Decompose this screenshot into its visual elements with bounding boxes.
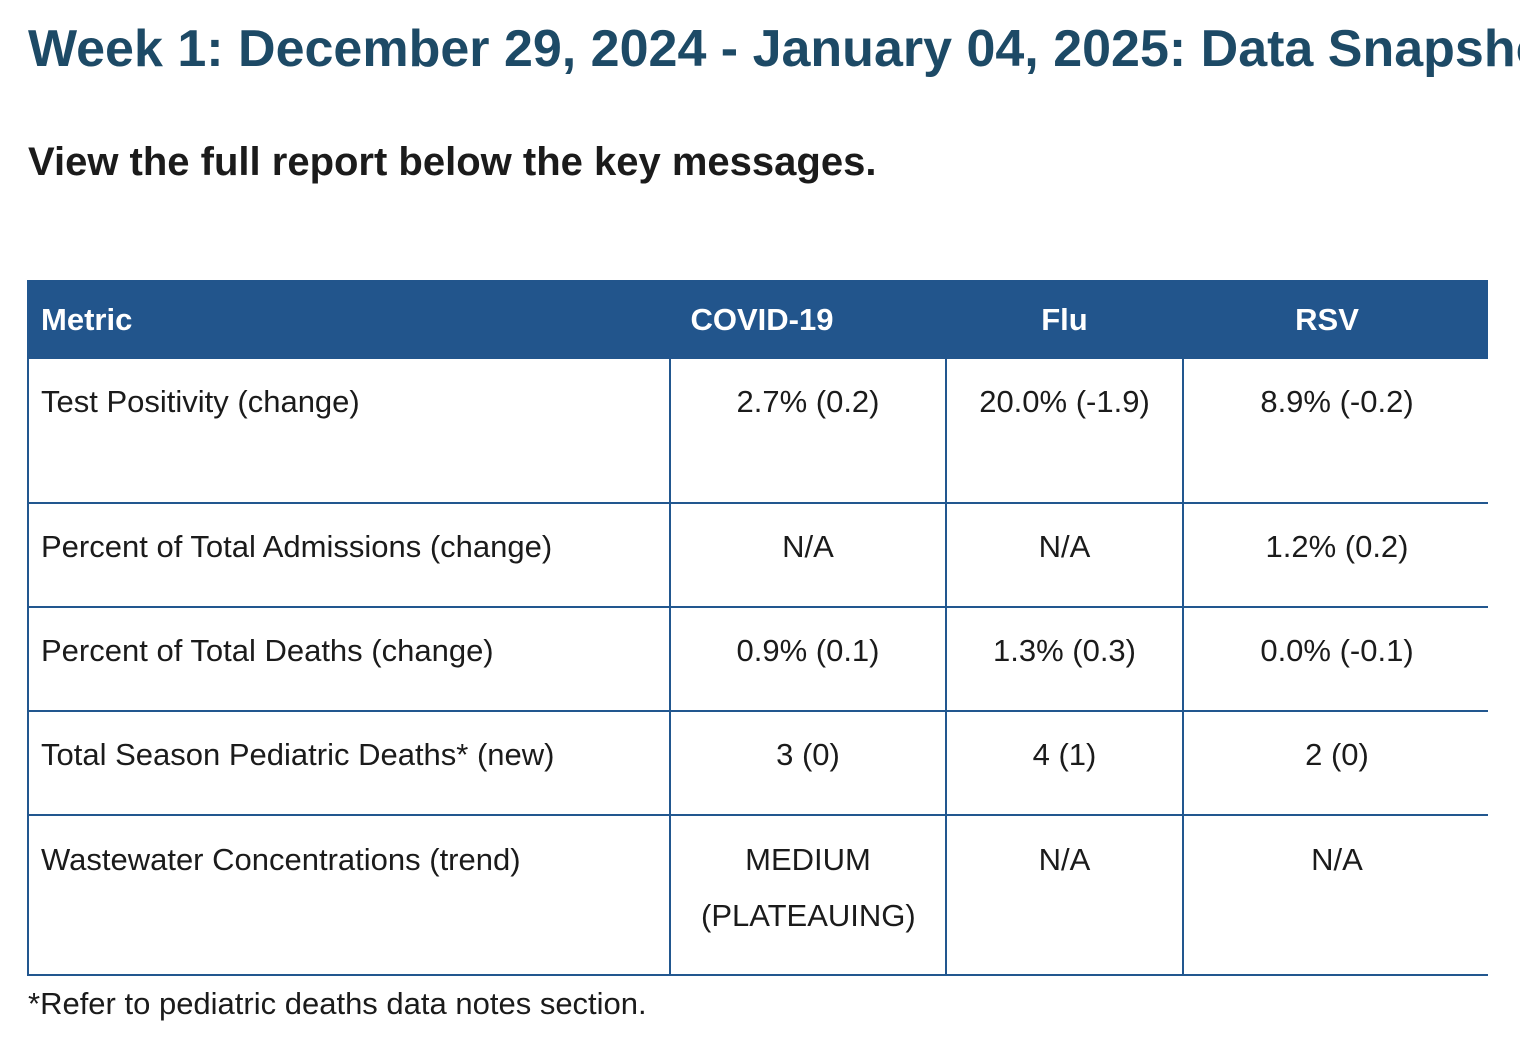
data-snapshot-table: Metric COVID-19 Flu RSV Test Positivity …	[29, 280, 1488, 974]
table-row: Wastewater Concentrations (trend) MEDIUM…	[29, 815, 1488, 974]
table-row: Percent of Total Admissions (change) N/A…	[29, 503, 1488, 608]
metric-cell: Percent of Total Deaths (change)	[29, 607, 671, 712]
table-row: Test Positivity (change) 2.7% (0.2) 20.0…	[29, 359, 1488, 504]
data-snapshot-table-container: Metric COVID-19 Flu RSV Test Positivity …	[27, 280, 1488, 976]
covid-cell: 0.9% (0.1)	[669, 607, 947, 712]
metric-cell: Test Positivity (change)	[29, 359, 671, 504]
covid-cell: MEDIUM (PLATEAUING)	[669, 815, 947, 974]
flu-cell: N/A	[945, 815, 1184, 974]
metric-cell: Wastewater Concentrations (trend)	[29, 815, 671, 974]
covid-cell: 3 (0)	[669, 711, 947, 816]
rsv-cell: 0.0% (-0.1)	[1182, 607, 1488, 712]
column-header-flu: Flu	[946, 280, 1183, 359]
column-header-metric: Metric	[29, 280, 670, 359]
covid-cell: N/A	[669, 503, 947, 608]
flu-cell: 1.3% (0.3)	[945, 607, 1184, 712]
covid-cell: 2.7% (0.2)	[669, 359, 947, 504]
rsv-cell: 2 (0)	[1182, 711, 1488, 816]
flu-cell: 4 (1)	[945, 711, 1184, 816]
rsv-cell: 1.2% (0.2)	[1182, 503, 1488, 608]
metric-cell: Percent of Total Admissions (change)	[29, 503, 671, 608]
rsv-cell: 8.9% (-0.2)	[1182, 359, 1488, 504]
table-header-row: Metric COVID-19 Flu RSV	[29, 280, 1488, 359]
table-row: Total Season Pediatric Deaths* (new) 3 (…	[29, 711, 1488, 816]
column-header-covid: COVID-19	[670, 280, 946, 359]
table-row: Percent of Total Deaths (change) 0.9% (0…	[29, 607, 1488, 712]
footnote: *Refer to pediatric deaths data notes se…	[28, 986, 647, 1021]
rsv-cell: N/A	[1182, 815, 1488, 974]
page-subtitle: View the full report below the key messa…	[28, 140, 877, 184]
flu-cell: 20.0% (-1.9)	[945, 359, 1184, 504]
flu-cell: N/A	[945, 503, 1184, 608]
column-header-rsv: RSV	[1183, 280, 1488, 359]
metric-cell: Total Season Pediatric Deaths* (new)	[29, 711, 671, 816]
page-title: Week 1: December 29, 2024 - January 04, …	[28, 20, 1520, 78]
